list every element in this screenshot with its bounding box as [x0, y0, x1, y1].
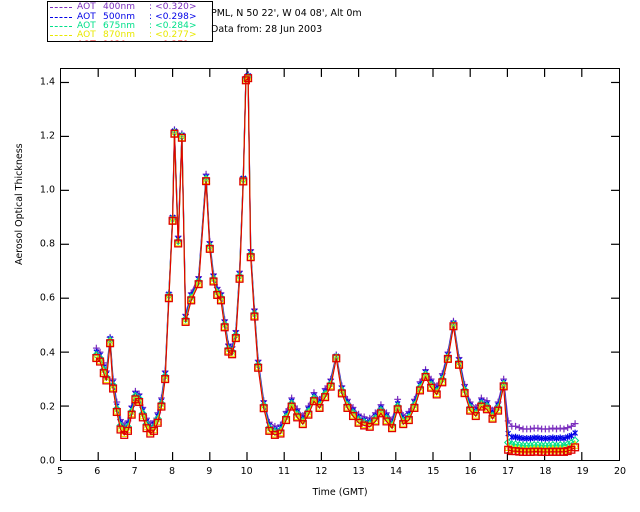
- legend-label-1020nm: AOT1020nm: <0.271>: [77, 40, 197, 41]
- x-tick-label: 11: [277, 466, 291, 477]
- x-tick-label: 6: [94, 466, 101, 477]
- y-tick-label: 1.2: [39, 130, 55, 142]
- x-tick-label: 19: [576, 466, 589, 477]
- x-tick-label: 16: [464, 466, 477, 477]
- legend-label-675nm: AOT 675nm: <0.284>: [77, 20, 197, 31]
- x-tick-label: 15: [427, 466, 440, 477]
- legend-item-500nm: AOT 500nm: <0.298>: [50, 12, 209, 21]
- y-tick-label: 1.4: [39, 76, 55, 88]
- x-tick-label: 13: [352, 466, 365, 477]
- y-tick-label: 0.6: [39, 292, 55, 304]
- data-date-line: Data from: 28 Jun 2003: [211, 23, 323, 35]
- x-tick-label: 17: [501, 466, 515, 477]
- y-tick-label: 1.0: [39, 184, 55, 196]
- x-tick-label: 18: [539, 466, 552, 477]
- x-tick-label: 14: [389, 466, 403, 477]
- y-tick-label: 0.8: [39, 238, 55, 250]
- legend-label-500nm: AOT 500nm: <0.298>: [77, 11, 197, 22]
- y-tick-label: 0.0: [39, 455, 55, 467]
- y-tick-label: 0.2: [39, 401, 55, 413]
- legend-label-400nm: AOT 400nm: <0.320>: [77, 2, 197, 13]
- x-tick-label: 10: [240, 466, 253, 477]
- legend-line-swatch-500nm: [50, 16, 72, 18]
- legend-item-400nm: AOT 400nm: <0.320>: [50, 3, 209, 12]
- series-1020nm: [92, 74, 580, 456]
- x-tick-label: 7: [131, 466, 138, 477]
- x-tick-label: 12: [315, 466, 328, 477]
- legend-label-870nm: AOT 870nm: <0.277>: [77, 30, 197, 41]
- legend-line-swatch-675nm: [50, 25, 72, 27]
- x-tick-label: 5: [56, 466, 64, 477]
- y-tick-label: 0.4: [39, 347, 55, 359]
- plot-title-block: PML, N 50 22', W 04 08', Alt 0m Data fro…: [211, 6, 362, 37]
- legend-item-675nm: AOT 675nm: <0.284>: [50, 20, 209, 31]
- plot-area: [60, 68, 620, 461]
- legend: AOT 400nm: <0.320> AOT 500nm: <0.298> AOT 675…: [47, 1, 213, 42]
- x-axis-label: Time (GMT): [312, 487, 368, 498]
- site-location-line: PML, N 50 22', W 04 08', Alt 0m: [211, 8, 362, 19]
- legend-item-870nm: AOT 870nm: <0.277>: [50, 31, 209, 40]
- legend-line-swatch-400nm: [50, 7, 72, 9]
- x-tick-label: 9: [206, 466, 213, 477]
- x-tick-label: 20: [613, 466, 627, 477]
- legend-item-1020nm: AOT1020nm: <0.271>: [50, 40, 209, 41]
- legend-line-swatch-870nm: [50, 35, 72, 37]
- x-tick-label: 8: [168, 466, 176, 477]
- plot-canvas: [61, 69, 619, 460]
